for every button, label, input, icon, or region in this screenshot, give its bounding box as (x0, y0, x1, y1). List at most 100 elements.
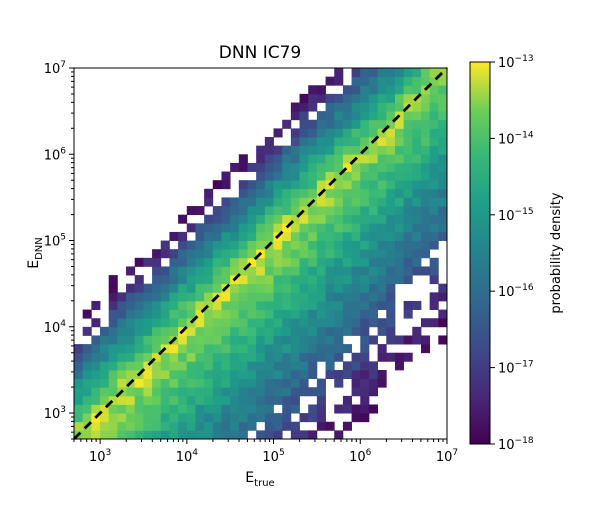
heatmap-cell (308, 128, 318, 138)
heatmap-cell (377, 352, 387, 362)
heatmap-cell (342, 361, 352, 371)
heatmap-cell (368, 223, 378, 233)
heatmap-cell (195, 378, 205, 388)
heatmap-cell (420, 111, 431, 121)
heatmap-cell (212, 369, 222, 380)
heatmap-cell (386, 231, 396, 241)
colorbar-tick-label: 10−16 (498, 283, 534, 300)
heatmap-cell (160, 283, 170, 293)
heatmap-cell (429, 128, 439, 138)
heatmap-cell (152, 335, 162, 345)
heatmap-cell (204, 231, 214, 241)
heatmap-cell (412, 171, 422, 181)
heatmap-cell (264, 266, 274, 276)
heatmap-cell (351, 206, 361, 216)
heatmap-cell (368, 257, 378, 267)
heatmap-cell (360, 300, 370, 310)
heatmap-cell (273, 240, 283, 250)
heatmap-cell (386, 335, 396, 345)
heatmap-cell (282, 162, 292, 172)
heatmap-cell (394, 214, 405, 224)
heatmap-cell (221, 180, 231, 190)
heatmap-cell (360, 162, 370, 172)
heatmap-cell (334, 188, 344, 198)
heatmap-cell (325, 128, 335, 138)
heatmap-cell (429, 206, 439, 216)
heatmap-cell (290, 404, 300, 414)
heatmap-cell (126, 395, 136, 405)
heatmap-cell (74, 413, 84, 423)
heatmap-cell (221, 275, 231, 285)
heatmap-cell (126, 309, 136, 319)
heatmap-cell (394, 119, 405, 129)
heatmap-cell (299, 162, 309, 172)
heatmap-cell (169, 421, 179, 431)
heatmap-cell (360, 111, 370, 121)
heatmap-cell (290, 378, 300, 388)
heatmap-cell (316, 249, 326, 259)
heatmap-cell (360, 93, 370, 103)
heatmap-cell (134, 275, 144, 285)
heatmap-cell (152, 421, 162, 431)
heatmap-cell (360, 85, 370, 95)
heatmap-cell (342, 119, 352, 129)
heatmap-cell (290, 344, 300, 354)
heatmap-cell (221, 214, 231, 224)
heatmap-cell (351, 128, 361, 138)
heatmap-cell (282, 300, 292, 310)
heatmap-cell (143, 369, 153, 380)
heatmap-cell (368, 171, 378, 181)
heatmap-cell (290, 283, 300, 293)
heatmap-cell (178, 430, 188, 440)
heatmap-cell (290, 369, 300, 380)
heatmap-cell (152, 326, 162, 336)
heatmap-cell (178, 352, 188, 362)
heatmap-cell (368, 378, 378, 388)
heatmap-cell (169, 231, 179, 241)
heatmap-cell (238, 231, 248, 241)
heatmap-cell (238, 283, 248, 293)
heatmap-cell (178, 309, 188, 319)
heatmap-cell (325, 257, 335, 267)
heatmap-cell (221, 197, 231, 207)
heatmap-cell (264, 283, 274, 293)
heatmap-cell (247, 197, 257, 207)
heatmap-cell (394, 171, 405, 181)
heatmap-cell (403, 119, 413, 129)
heatmap-cell (238, 249, 248, 259)
heatmap-cell (256, 197, 266, 207)
heatmap-cell (230, 214, 240, 224)
heatmap-cell (230, 266, 240, 276)
heatmap-cell (282, 292, 292, 302)
heatmap-cell (299, 344, 309, 354)
heatmap-cell (247, 326, 257, 336)
heatmap-cell (325, 154, 335, 164)
heatmap-cell (342, 283, 352, 293)
heatmap-cell (273, 180, 283, 190)
heatmap-cell (299, 188, 309, 198)
heatmap-cell (264, 369, 274, 380)
heatmap-cell (386, 206, 396, 216)
heatmap-cell (195, 275, 205, 285)
heatmap-cell (316, 214, 326, 224)
heatmap-cell (377, 300, 387, 310)
heatmap-cell (169, 318, 179, 328)
heatmap-cell (178, 361, 188, 371)
heatmap-cell (386, 249, 396, 259)
heatmap-cell (256, 214, 266, 224)
heatmap-cell (230, 413, 240, 423)
heatmap-cell (247, 240, 257, 250)
heatmap-cell (160, 326, 170, 336)
heatmap-cell (334, 93, 344, 103)
heatmap-cell (195, 249, 205, 259)
heatmap-cell (394, 361, 405, 371)
heatmap-cell (264, 154, 274, 164)
heatmap-cell (230, 430, 240, 440)
heatmap-cell (412, 102, 422, 112)
heatmap-cell (108, 318, 118, 328)
heatmap-cell (394, 231, 405, 241)
heatmap-cell (386, 283, 396, 293)
heatmap-cell (368, 404, 378, 414)
heatmap-cell (351, 413, 361, 423)
heatmap-cell (264, 309, 274, 319)
